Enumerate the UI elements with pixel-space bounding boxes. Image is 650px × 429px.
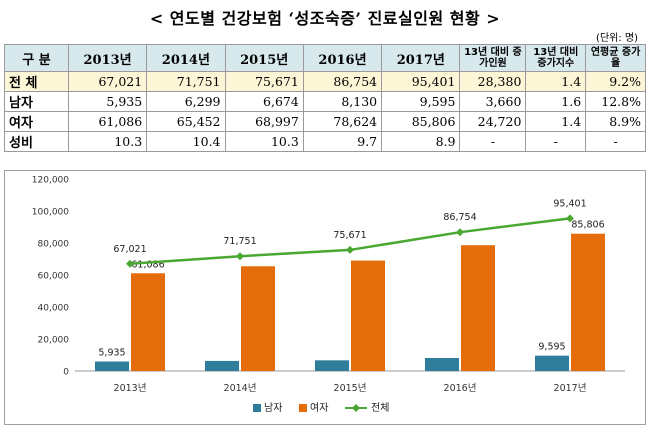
- header-cell: 2015년: [224, 44, 304, 72]
- data-label: 9,595: [538, 342, 565, 353]
- table-cell: 67,021: [67, 71, 148, 92]
- bar-female: [131, 273, 165, 371]
- table-row: 여자 61,086 65,452 68,997 78,624 85,806 24…: [4, 111, 646, 132]
- table-cell: 3,660: [459, 91, 527, 112]
- x-tick-label: 2013년: [114, 383, 147, 394]
- table-cell: 85,806: [381, 111, 461, 132]
- table-cell: -: [525, 131, 587, 152]
- page-title: < 연도별 건강보험 ‘성조숙증’ 진료실인원 현황 >: [149, 9, 501, 28]
- data-label: 95,401: [553, 198, 586, 209]
- bar-female: [461, 245, 495, 371]
- table-cell: 61,086: [67, 111, 148, 132]
- legend-swatch: [253, 404, 261, 412]
- header-cell: 13년 대비 증가인원: [459, 44, 527, 72]
- header-cell: 2014년: [146, 44, 226, 72]
- table-cell: 10.3: [67, 131, 148, 152]
- table-cell: 6,674: [224, 91, 304, 112]
- y-tick-label: 80,000: [38, 240, 70, 250]
- row-label: 성비: [4, 131, 69, 152]
- bar-male: [425, 357, 459, 371]
- table-cell: 5,935: [67, 91, 148, 112]
- data-label: 5,935: [98, 348, 125, 359]
- bar-male: [315, 360, 349, 371]
- row-label: 여자: [4, 111, 69, 132]
- line-point: [126, 259, 134, 268]
- table-cell: -: [459, 131, 527, 152]
- table-cell: 6,299: [146, 91, 226, 112]
- stats-table: 구 분 2013년 2014년 2015년 2016년 2017년 13년 대비…: [4, 44, 646, 152]
- unit-label: (단위: 명): [596, 33, 638, 44]
- table-cell: 28,380: [459, 71, 527, 92]
- table-cell: 24,720: [459, 111, 527, 132]
- data-label: 67,021: [113, 244, 146, 255]
- table-cell: 12.8%: [585, 91, 646, 112]
- data-label: 75,671: [333, 230, 366, 241]
- y-tick-label: 20,000: [38, 336, 70, 346]
- table-row: 남자 5,935 6,299 6,674 8,130 9,595 3,660 1…: [4, 91, 646, 112]
- row-label: 전 체: [4, 71, 69, 92]
- line-point: [566, 214, 574, 223]
- table-cell: 75,671: [224, 71, 304, 92]
- x-tick-label: 2014년: [224, 383, 257, 394]
- table-cell: 95,401: [381, 71, 461, 92]
- table-cell: 10.4: [146, 131, 226, 152]
- bar-male: [535, 355, 569, 371]
- line-point: [236, 252, 244, 261]
- table-cell: 9.2%: [585, 71, 646, 92]
- data-label: 85,806: [571, 220, 604, 231]
- header-cell: 13년 대비 증가지수: [525, 44, 587, 72]
- table-cell: 1.4: [525, 71, 587, 92]
- data-label: 61,086: [131, 259, 164, 270]
- line-point: [346, 245, 354, 254]
- legend-label: 남자: [264, 402, 282, 414]
- table-cell: -: [585, 131, 646, 152]
- table-cell: 9,595: [381, 91, 461, 112]
- table-cell: 8.9: [381, 131, 461, 152]
- table-row: 전 체 67,021 71,751 75,671 86,754 95,401 2…: [4, 71, 646, 92]
- header-cell: 2016년: [302, 44, 383, 72]
- data-label: 86,754: [443, 212, 476, 223]
- table-cell: 65,452: [146, 111, 226, 132]
- header-cell: 2013년: [67, 44, 148, 72]
- legend-marker: [352, 404, 360, 412]
- table-cell: 8,130: [302, 91, 383, 112]
- table-header-row: 구 분 2013년 2014년 2015년 2016년 2017년 13년 대비…: [4, 44, 646, 72]
- table-cell: 68,997: [224, 111, 304, 132]
- data-label: 71,751: [223, 236, 256, 247]
- bar-female: [241, 266, 275, 371]
- table-cell: 1.4: [525, 111, 587, 132]
- table-cell: 86,754: [302, 71, 383, 92]
- series-line-total: [129, 217, 571, 266]
- combo-chart: 0 20,000 40,000 60,000 80,000 100,000 120,000 5…: [32, 176, 625, 414]
- legend-swatch: [299, 404, 307, 412]
- table-cell: 8.9%: [585, 111, 646, 132]
- bar-female: [571, 233, 605, 371]
- table-cell: 10.3: [224, 131, 304, 152]
- table-row: 성비 10.3 10.4 10.3 9.7 8.9 - - -: [4, 131, 646, 152]
- x-tick-label: 2016년: [444, 383, 477, 394]
- y-tick-label: 60,000: [38, 272, 70, 282]
- table-cell: 9.7: [302, 131, 383, 152]
- legend-label: 전체: [371, 402, 389, 414]
- y-tick-label: 100,000: [32, 208, 69, 218]
- x-tick-label: 2017년: [554, 383, 587, 394]
- table-cell: 78,624: [302, 111, 383, 132]
- bar-male: [95, 361, 129, 371]
- chart-container: 0 20,000 40,000 60,000 80,000 100,000 120,000 5…: [4, 170, 646, 425]
- header-cell: 연평균 증가율: [585, 44, 646, 72]
- table-cell: 1.6: [525, 91, 587, 112]
- y-tick-label: 120,000: [32, 176, 69, 186]
- line-point: [456, 228, 464, 237]
- row-label: 남자: [4, 91, 69, 112]
- y-tick-label: 0: [63, 368, 69, 378]
- x-tick-label: 2015년: [334, 383, 367, 394]
- table-cell: 71,751: [146, 71, 226, 92]
- bar-male: [205, 360, 239, 371]
- bar-female: [351, 260, 385, 371]
- header-cell: 2017년: [381, 44, 461, 72]
- header-cell: 구 분: [4, 44, 69, 72]
- legend-label: 여자: [310, 402, 328, 414]
- y-tick-label: 40,000: [38, 304, 70, 314]
